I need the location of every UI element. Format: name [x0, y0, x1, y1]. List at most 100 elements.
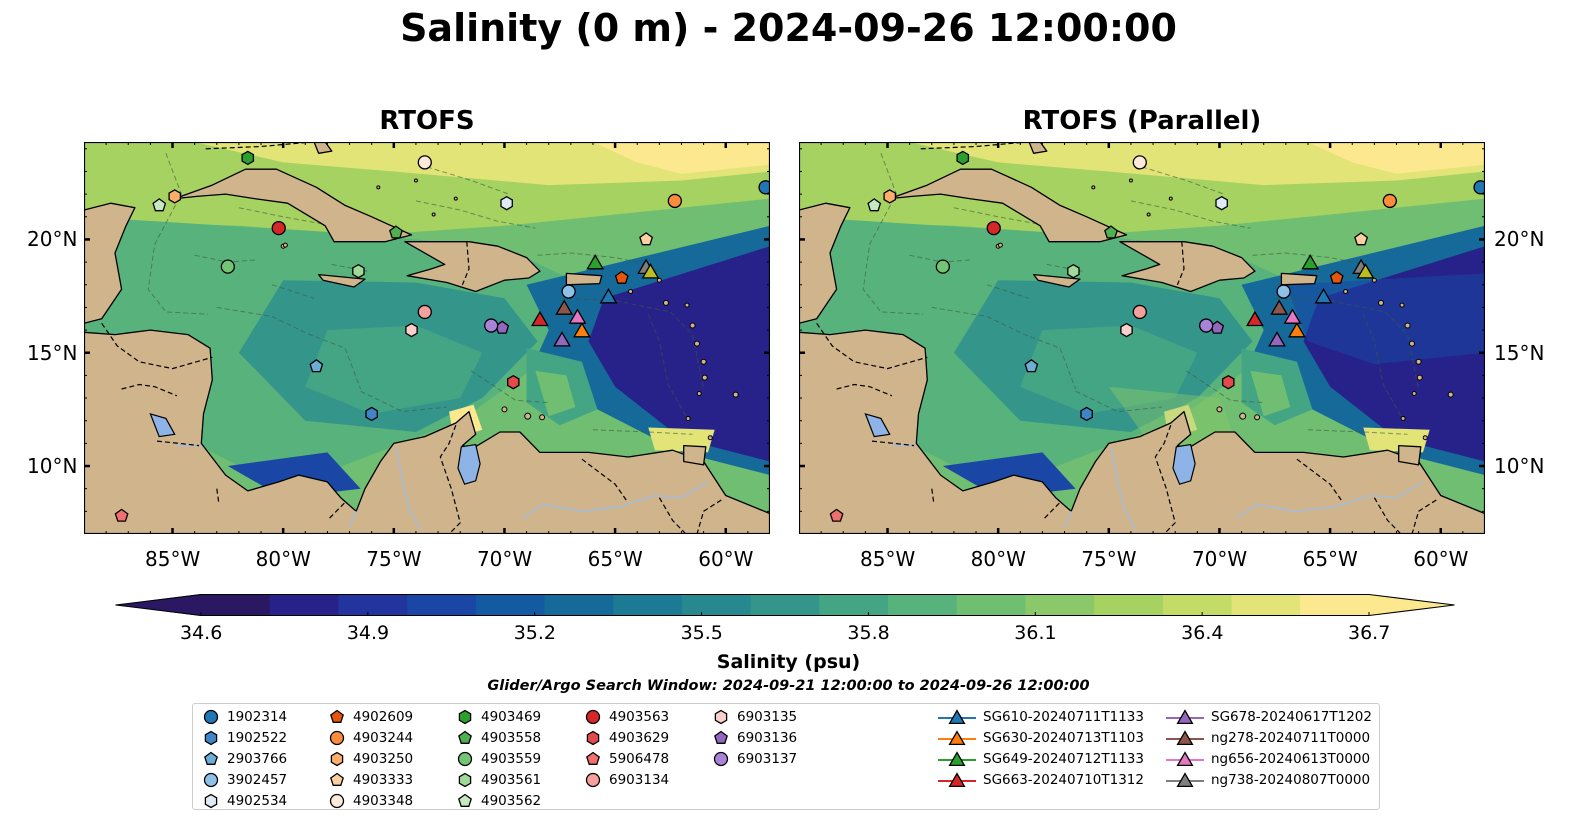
island: [732, 391, 739, 398]
colorbar-extend-min: [115, 594, 201, 616]
land-mass: [683, 444, 707, 466]
lat-tick-label: 20°N: [1494, 227, 1545, 252]
legend-label: SG663-20240710T1312: [983, 772, 1144, 788]
legend-label: SG610-20240711T1133: [983, 709, 1144, 725]
marker-4903244: [667, 193, 682, 209]
country-border: [1176, 241, 1185, 286]
lon-tick-label: 85°W: [145, 547, 201, 571]
map-panel-rtofs: [84, 142, 770, 534]
country-border: [1296, 458, 1342, 501]
salinity-region: [588, 246, 770, 462]
marker-4903563: [271, 220, 286, 236]
colorbar-tick-label: 34.6: [180, 622, 223, 644]
depth-contour-1000m: [986, 284, 1030, 299]
country-border: [329, 501, 346, 519]
lake: [864, 412, 891, 438]
depth-contour-1000m: [1307, 429, 1408, 435]
legend-label: 4903563: [609, 709, 670, 725]
lon-tick-label: 80°W: [255, 547, 311, 571]
colorbar-segment: [407, 594, 477, 616]
legend-label: 4902534: [227, 793, 288, 809]
legend-symbol: [586, 730, 600, 746]
country-border: [101, 322, 213, 370]
salinity-region: [305, 325, 483, 414]
land-mass: [799, 329, 1485, 534]
legend-symbol: [713, 751, 729, 767]
legend-symbol: [1166, 751, 1204, 767]
marker-SG678-20240617T1202: [1268, 331, 1286, 347]
legend-symbol: [203, 709, 219, 725]
colorbar: [115, 594, 1455, 616]
legend-marker: [458, 709, 472, 725]
colorbar-segment: [338, 594, 408, 616]
colorbar-tick-label: 36.1: [1014, 622, 1057, 644]
legend-label: 6903135: [737, 709, 798, 725]
marker-4903563: [986, 220, 1001, 236]
legend-marker: [714, 709, 728, 725]
island: [453, 196, 458, 201]
map-frame: [84, 142, 770, 534]
marker-SG663-20240710T1312: [530, 310, 549, 327]
lake: [457, 443, 481, 485]
depth-contour-1000m: [592, 429, 693, 435]
marker-5906478: [114, 508, 129, 522]
legend-label: 4903629: [609, 730, 670, 746]
lon-tick-label: 80°W: [970, 547, 1026, 571]
legend-item: 4903559: [455, 749, 541, 769]
colorbar-tick-label: 35.2: [513, 622, 557, 644]
marker-4903250: [168, 189, 182, 204]
legend-label: 4903558: [481, 730, 542, 746]
island: [1254, 414, 1261, 421]
country-border: [816, 322, 928, 370]
legend-symbol: [457, 751, 473, 767]
legend-item: ng278-20240711T0000: [1165, 728, 1370, 748]
legend-marker: [458, 793, 472, 807]
legend-symbol: [938, 709, 976, 725]
country-border: [439, 424, 461, 534]
legend-label: ng278-20240711T0000: [1211, 730, 1371, 746]
colorbar-segment: [201, 594, 271, 616]
marker-4903333: [639, 232, 654, 246]
depth-contour-1000m: [216, 306, 362, 390]
salinity-region: [1020, 325, 1198, 414]
lat-tick-label: 20°N: [27, 227, 78, 252]
legend-marker: [204, 751, 218, 765]
marker-4902534: [500, 195, 513, 211]
legend-item: 4903250: [327, 749, 413, 769]
legend-label: 4902609: [353, 709, 414, 725]
legend-symbol: [204, 751, 218, 765]
lon-tick-label: 75°W: [1081, 547, 1137, 571]
legend-symbol: [586, 751, 600, 765]
land-mass: [84, 202, 136, 324]
land-mass: [1028, 142, 1048, 154]
depth-contour-1000m: [1046, 263, 1083, 272]
country-border: [696, 499, 722, 534]
legend-symbol: [938, 772, 976, 788]
island: [1399, 302, 1405, 308]
legend-symbol: [330, 772, 344, 786]
legend-marker: [458, 730, 472, 744]
island: [1404, 322, 1411, 329]
legend-label: 4903348: [353, 793, 414, 809]
island: [413, 178, 418, 183]
island: [431, 212, 436, 217]
marker-4903244: [1382, 193, 1397, 209]
island: [539, 414, 546, 421]
legend-symbol: [204, 793, 218, 809]
legend-marker: [585, 772, 601, 788]
legend-item: SG678-20240617T1202: [1165, 707, 1372, 727]
legend-item: 4902534: [201, 791, 287, 811]
legend-symbol: [330, 709, 344, 723]
legend-item: SG649-20240712T1133: [937, 749, 1144, 769]
marker-1902522: [365, 406, 378, 422]
river: [1236, 481, 1424, 519]
legend-item: 4903558: [455, 728, 541, 748]
depth-contour-1000m: [1186, 370, 1264, 404]
marker-4903559: [935, 259, 950, 274]
legend-marker: [948, 751, 966, 767]
island: [1408, 340, 1415, 347]
country-border: [1411, 499, 1437, 534]
country-border: [1044, 501, 1061, 519]
lake: [149, 412, 176, 438]
colorbar-segment: [888, 594, 958, 616]
